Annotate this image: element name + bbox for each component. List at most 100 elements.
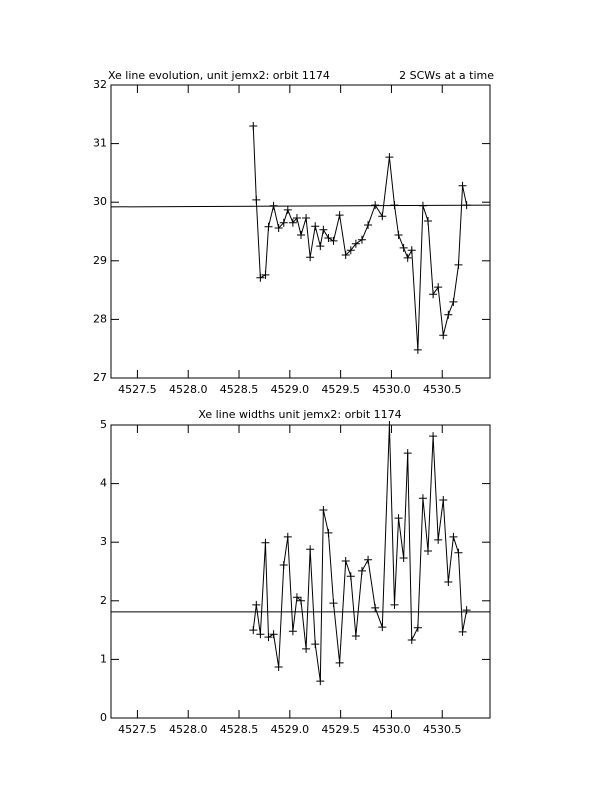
point-marker <box>351 631 360 640</box>
point-marker <box>407 246 416 255</box>
x-tick-label: 4530.0 <box>372 723 411 736</box>
x-tick-label: 4529.5 <box>321 383 360 396</box>
y-tick-label: 2 <box>100 594 107 607</box>
y-tick-label: 30 <box>93 195 107 208</box>
point-marker <box>306 253 315 262</box>
point-marker <box>462 606 471 615</box>
point-marker <box>429 432 438 441</box>
point-marker <box>316 242 325 251</box>
point-marker <box>364 555 373 564</box>
x-tick-label: 4529.0 <box>271 383 310 396</box>
point-marker <box>302 214 311 223</box>
point-marker <box>341 250 350 259</box>
point-marker <box>297 231 306 240</box>
point-marker <box>449 297 458 306</box>
point-marker <box>399 243 408 252</box>
point-marker <box>351 239 360 248</box>
x-tick-label: 4528.5 <box>220 383 259 396</box>
plot-frame <box>110 84 491 379</box>
point-marker <box>335 211 344 220</box>
x-tick-label: 4528.0 <box>169 723 208 736</box>
point-marker <box>444 578 453 587</box>
point-marker <box>324 233 333 242</box>
x-tick-label: 4530.5 <box>423 383 462 396</box>
point-marker <box>329 599 338 608</box>
point-marker <box>371 603 380 612</box>
point-marker <box>264 633 273 642</box>
point-marker <box>264 222 273 231</box>
point-marker <box>378 623 387 632</box>
point-marker <box>311 222 320 231</box>
point-marker <box>292 214 301 223</box>
point-marker <box>306 545 315 554</box>
point-marker <box>274 663 283 672</box>
point-marker <box>371 201 380 210</box>
point-marker <box>434 283 443 292</box>
data-line <box>252 424 468 682</box>
point-marker <box>288 218 297 227</box>
chart-title: Xe line evolution, unit jemx2: orbit 117… <box>108 69 330 82</box>
point-marker <box>252 600 261 609</box>
point-marker <box>279 218 288 227</box>
y-tick-label: 31 <box>93 137 107 150</box>
data-line <box>110 204 491 208</box>
x-tick-label: 4527.5 <box>118 383 157 396</box>
point-marker <box>403 253 412 262</box>
point-marker <box>311 640 320 649</box>
point-marker <box>292 593 301 602</box>
point-marker <box>449 532 458 541</box>
point-marker <box>261 538 270 547</box>
point-marker <box>324 528 333 537</box>
point-marker <box>256 273 265 282</box>
point-marker <box>329 236 338 245</box>
y-tick-label: 27 <box>93 371 107 384</box>
point-marker <box>390 600 399 609</box>
point-marker <box>357 566 366 575</box>
x-tick-label: 4529.5 <box>321 723 360 736</box>
point-marker <box>458 627 467 636</box>
point-marker <box>249 626 258 635</box>
x-tick-label: 4528.5 <box>220 723 259 736</box>
point-marker <box>302 644 311 653</box>
y-tick-label: 5 <box>100 418 107 431</box>
point-marker <box>274 223 283 232</box>
x-tick-label: 4529.0 <box>271 723 310 736</box>
point-marker <box>346 246 355 255</box>
point-marker <box>279 561 288 570</box>
point-marker <box>394 514 403 523</box>
point-marker <box>439 331 448 340</box>
y-tick-label: 3 <box>100 535 107 548</box>
y-tick-label: 4 <box>100 477 107 490</box>
point-marker <box>434 535 443 544</box>
x-tick-label: 4527.5 <box>118 723 157 736</box>
y-tick-label: 29 <box>93 254 107 267</box>
point-marker <box>288 627 297 636</box>
x-tick-label: 4530.5 <box>423 723 462 736</box>
point-marker <box>283 205 292 214</box>
point-marker <box>424 216 433 225</box>
point-marker <box>413 345 422 354</box>
point-marker <box>403 449 412 458</box>
point-marker <box>335 658 344 667</box>
point-marker <box>346 572 355 581</box>
chart-title: Xe line widths unit jemx2: orbit 1174 <box>198 408 401 421</box>
point-marker <box>316 677 325 686</box>
point-marker <box>418 494 427 503</box>
point-marker <box>385 153 394 162</box>
point-marker <box>399 554 408 563</box>
point-marker <box>364 221 373 230</box>
point-marker <box>283 532 292 541</box>
point-marker <box>297 596 306 605</box>
x-tick-label: 4528.0 <box>169 383 208 396</box>
point-marker <box>341 556 350 565</box>
plot-frame <box>110 424 491 719</box>
point-marker <box>413 623 422 632</box>
y-tick-label: 1 <box>100 652 107 665</box>
point-marker <box>249 122 258 131</box>
point-marker <box>269 630 278 639</box>
point-marker <box>357 235 366 244</box>
point-marker <box>439 496 448 505</box>
point-marker <box>454 548 463 557</box>
data-line <box>252 125 468 350</box>
